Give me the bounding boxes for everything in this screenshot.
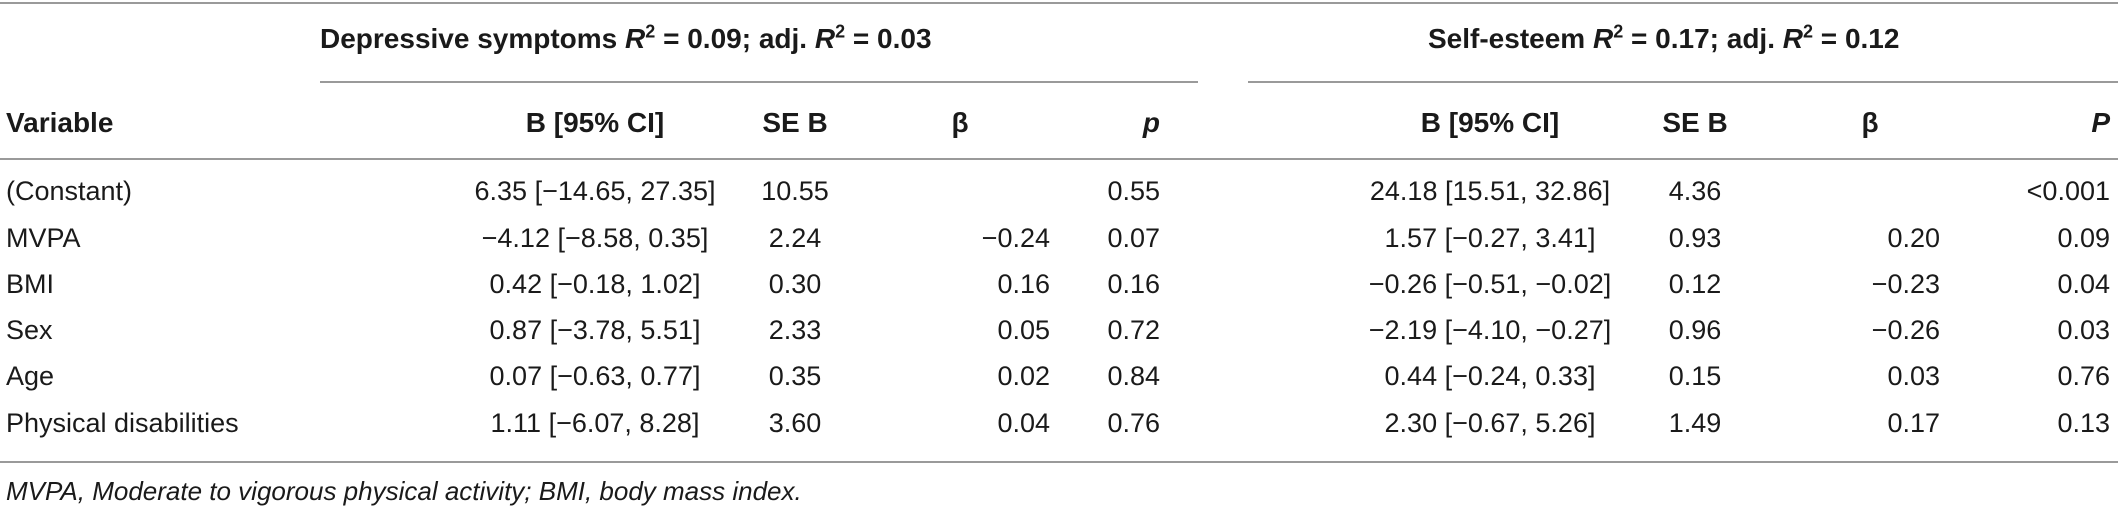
table-footnote: MVPA, Moderate to vigorous physical acti… xyxy=(6,476,802,506)
cell-beta-se: −0.26 xyxy=(1871,315,1940,345)
cell-b-ci-se: 2.30 [−0.67, 5.26] xyxy=(1384,408,1596,438)
cell-beta-dep: 0.02 xyxy=(997,361,1050,391)
column-header-p-se: P xyxy=(2091,107,2110,138)
cell-se-b-dep: 2.24 xyxy=(768,223,822,253)
r2-value: 0.17 xyxy=(1655,23,1710,54)
group-label: Depressive symptoms xyxy=(320,23,618,54)
cell-beta-dep: 0.05 xyxy=(997,315,1050,345)
cell-se-b-se: 4.36 xyxy=(1668,176,1722,206)
cell-p-se: 0.76 xyxy=(2057,361,2110,391)
cell-p-dep: 0.16 xyxy=(1107,269,1160,299)
cell-p-se: 0.03 xyxy=(2057,315,2110,345)
table-top-rule xyxy=(0,2,2118,4)
cell-se-b-se: 0.12 xyxy=(1668,269,1722,299)
cell-p-dep: 0.84 xyxy=(1107,361,1160,391)
cell-se-b-se: 1.49 xyxy=(1668,408,1722,438)
cell-p-se: 0.04 xyxy=(2057,269,2110,299)
cell-p-dep: 0.76 xyxy=(1107,408,1160,438)
cell-se-b-dep: 3.60 xyxy=(768,408,822,438)
cell-b-ci-se: −0.26 [−0.51, −0.02] xyxy=(1368,269,1612,299)
cell-b-ci-se: 1.57 [−0.27, 3.41] xyxy=(1384,223,1596,253)
cell-p-se: <0.001 xyxy=(2026,176,2110,206)
header-bottom-rule xyxy=(0,158,2118,160)
cell-b-ci-dep: 0.87 [−3.78, 5.51] xyxy=(489,315,701,345)
cell-b-ci-se: 24.18 [15.51, 32.86] xyxy=(1369,176,1611,206)
r2-symbol: R xyxy=(625,23,646,54)
cell-b-ci-dep: −4.12 [−8.58, 0.35] xyxy=(481,223,709,253)
column-header-b-ci-se: B [95% CI] xyxy=(1420,107,1560,138)
cell-p-dep: 0.55 xyxy=(1107,176,1160,206)
cell-b-ci-se: −2.19 [−4.10, −0.27] xyxy=(1368,315,1612,345)
adj-r2-value: 0.12 xyxy=(1844,23,1900,54)
cell-se-b-se: 0.15 xyxy=(1668,361,1722,391)
cell-se-b-dep: 2.33 xyxy=(768,315,822,345)
cell-b-ci-dep: 0.07 [−0.63, 0.77] xyxy=(489,361,701,391)
r2-value: 0.09 xyxy=(687,23,742,54)
cell-p-dep: 0.07 xyxy=(1107,223,1160,253)
cell-beta-se: 0.20 xyxy=(1887,223,1940,253)
cell-b-ci-dep: 1.11 [−6.07, 8.28] xyxy=(490,408,700,438)
column-header-beta-se: β xyxy=(1861,107,1879,138)
cell-se-b-se: 0.96 xyxy=(1668,315,1722,345)
cell-variable: Physical disabilities xyxy=(6,408,239,438)
adj-r2-value: 0.03 xyxy=(877,23,932,54)
group-label: Self-esteem xyxy=(1428,23,1586,54)
column-header-p-dep: p xyxy=(1142,107,1160,138)
cell-variable: BMI xyxy=(6,269,55,299)
cell-beta-se: 0.03 xyxy=(1887,361,1940,391)
cell-beta-dep: 0.04 xyxy=(997,408,1050,438)
cell-se-b-dep: 10.55 xyxy=(761,176,829,206)
cell-beta-dep: −0.24 xyxy=(981,223,1050,253)
r2-symbol: R xyxy=(1592,23,1614,54)
cell-beta-dep: 0.16 xyxy=(997,269,1050,299)
cell-p-dep: 0.72 xyxy=(1107,315,1160,345)
cell-se-b-se: 0.93 xyxy=(1668,223,1722,253)
group-rule-depressive xyxy=(320,81,1198,83)
cell-p-se: 0.13 xyxy=(2057,408,2110,438)
cell-beta-se: −0.23 xyxy=(1871,269,1940,299)
column-header-se-b-se: SE B xyxy=(1662,107,1728,138)
cell-se-b-dep: 0.30 xyxy=(768,269,822,299)
column-header-b-ci-dep: B [95% CI] xyxy=(525,107,665,138)
cell-variable: Age xyxy=(6,361,55,391)
group-header-self-esteem: Self-esteem R2 = 0.17; adj. R2 = 0.12 xyxy=(1428,21,1900,54)
column-header-beta-dep: β xyxy=(951,107,969,138)
cell-variable: Sex xyxy=(6,315,53,345)
group-rule-self-esteem xyxy=(1248,81,2118,83)
cell-b-ci-dep: 0.42 [−0.18, 1.02] xyxy=(489,269,701,299)
cell-variable: MVPA xyxy=(6,223,81,253)
group-header-depressive: Depressive symptoms R2 = 0.09; adj. R2 =… xyxy=(320,21,932,54)
cell-b-ci-dep: 6.35 [−14.65, 27.35] xyxy=(474,176,716,206)
cell-beta-se: 0.17 xyxy=(1887,408,1940,438)
cell-b-ci-se: 0.44 [−0.24, 0.33] xyxy=(1384,361,1596,391)
column-header-se-b-dep: SE B xyxy=(762,107,828,138)
cell-se-b-dep: 0.35 xyxy=(768,361,822,391)
cell-variable: (Constant) xyxy=(6,176,133,206)
column-header-variable: Variable xyxy=(6,107,114,138)
cell-p-se: 0.09 xyxy=(2057,223,2110,253)
table-bottom-rule xyxy=(0,461,2118,463)
